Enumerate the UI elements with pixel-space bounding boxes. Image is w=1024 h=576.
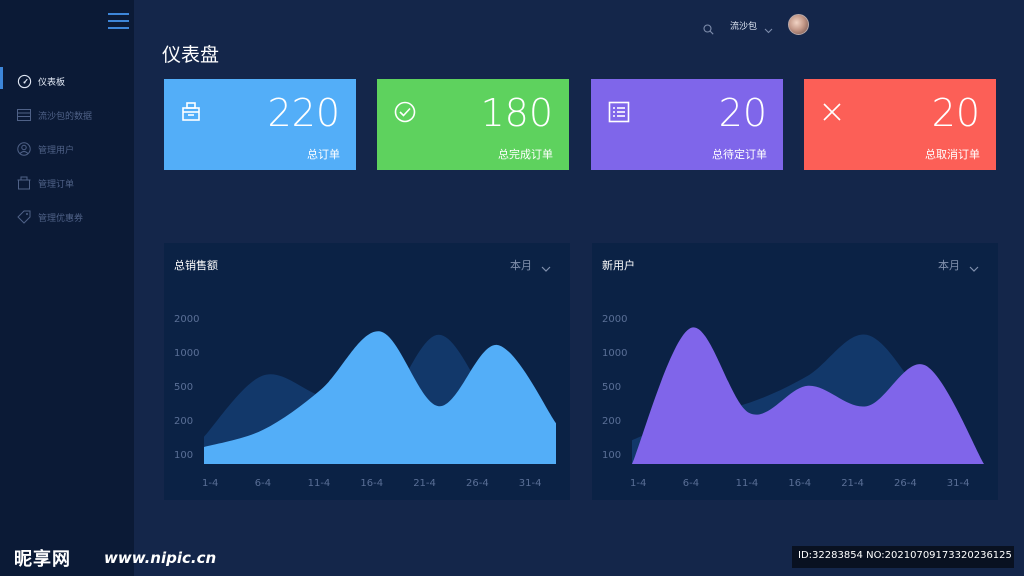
- sidebar-item-label: 仪表板: [38, 77, 66, 88]
- y-tick-label: 500: [602, 382, 621, 393]
- sidebar-nav: 仪表板 流沙包的数据 管理用户 管理订单 管理优惠券: [0, 64, 134, 234]
- stat-label: 总完成订单: [498, 148, 553, 161]
- avatar[interactable]: [788, 14, 809, 35]
- y-tick-label: 100: [602, 450, 621, 461]
- stat-label: 总取消订单: [925, 148, 980, 161]
- y-tick-label: 1000: [174, 348, 199, 359]
- user-icon: [16, 141, 32, 157]
- x-tick-label: 21-4: [413, 478, 436, 489]
- cart-box-icon: [180, 100, 204, 124]
- order-box-icon: [16, 175, 32, 191]
- x-tick-label: 31-4: [947, 478, 970, 489]
- sales-chart-panel: 100 200 500 1000 2000 1-4 6-4 11-4 16-4 21-4 26-4 3…: [164, 243, 570, 500]
- coupon-tag-icon: [16, 209, 32, 225]
- page-title: 仪表盘: [162, 44, 220, 66]
- area-series-0: [204, 331, 556, 464]
- watermark-id: ID:32283854 NO:20210709173320236125: [792, 546, 1014, 568]
- sidebar-item-orders[interactable]: 管理订单: [0, 166, 134, 200]
- stat-card-cancelled-orders: 20 总取消订单: [804, 79, 996, 170]
- stat-value: 220: [267, 91, 340, 135]
- y-tick-label: 200: [602, 416, 621, 427]
- stat-card-completed-orders: 180 总完成订单: [377, 79, 569, 170]
- x-tick-label: 1-4: [202, 478, 218, 489]
- data-grid-icon: [16, 107, 32, 123]
- sidebar-item-users[interactable]: 管理用户: [0, 132, 134, 166]
- sidebar-item-label: 管理用户: [38, 145, 75, 156]
- x-tick-label: 1-4: [630, 478, 646, 489]
- stat-label: 总订单: [307, 148, 340, 161]
- stat-card-pending-orders: 20 总待定订单: [591, 79, 783, 170]
- sidebar-item-dashboard[interactable]: 仪表板: [0, 64, 134, 98]
- sales-chart: 100 200 500 1000 2000 1-4 6-4 11-4 16-4 21-4 26-4 3…: [174, 314, 556, 489]
- search-icon[interactable]: [703, 20, 714, 35]
- panel-title: 总销售额: [174, 259, 218, 272]
- panel-title: 新用户: [602, 259, 635, 272]
- stat-card-total-orders: 220 总订单: [164, 79, 356, 170]
- sidebar-item-label: 管理优惠券: [38, 213, 84, 224]
- x-tick-label: 11-4: [308, 478, 331, 489]
- list-icon: [607, 100, 631, 124]
- stat-value: 20: [931, 91, 980, 135]
- x-tick-label: 6-4: [255, 478, 271, 489]
- stat-value: 20: [718, 91, 767, 135]
- y-tick-label: 2000: [602, 314, 627, 325]
- y-tick-label: 100: [174, 450, 193, 461]
- stat-value: 180: [480, 91, 553, 135]
- chevron-down-icon[interactable]: [540, 259, 552, 272]
- x-tick-label: 21-4: [841, 478, 864, 489]
- x-tick-label: 6-4: [683, 478, 699, 489]
- sidebar-item-data[interactable]: 流沙包的数据: [0, 98, 134, 132]
- sidebar-item-label: 流沙包的数据: [38, 111, 93, 122]
- chevron-down-icon[interactable]: [764, 20, 773, 34]
- new-users-chart: 100 200 500 1000 2000 1-4 6-4 11-4 16-4 21-4 26-4 3…: [602, 314, 984, 489]
- x-tick-label: 26-4: [894, 478, 917, 489]
- x-tick-label: 16-4: [360, 478, 383, 489]
- x-tick-label: 16-4: [788, 478, 811, 489]
- menu-toggle-icon[interactable]: [108, 13, 130, 29]
- area-series-0: [632, 327, 984, 464]
- sidebar-item-coupons[interactable]: 管理优惠券: [0, 200, 134, 234]
- chevron-down-icon[interactable]: [968, 259, 980, 272]
- close-icon: [820, 100, 844, 124]
- dashboard-gauge-icon: [16, 73, 32, 89]
- y-tick-label: 500: [174, 382, 193, 393]
- watermark-site: 昵享网: [14, 549, 71, 570]
- watermark-url: www.nipic.cn: [104, 549, 217, 567]
- check-circle-icon: [393, 100, 417, 124]
- y-tick-label: 1000: [602, 348, 627, 359]
- x-tick-label: 11-4: [736, 478, 759, 489]
- period-select[interactable]: 本月: [938, 259, 960, 272]
- sidebar: 仪表板 流沙包的数据 管理用户 管理订单 管理优惠券: [0, 0, 134, 576]
- x-tick-label: 26-4: [466, 478, 489, 489]
- y-tick-label: 2000: [174, 314, 199, 325]
- user-name[interactable]: 流沙包: [730, 22, 758, 32]
- new-users-chart-panel: 100 200 500 1000 2000 1-4 6-4 11-4 16-4 21-4 26-4 3…: [592, 243, 998, 500]
- sidebar-item-label: 管理订单: [38, 179, 75, 190]
- period-select[interactable]: 本月: [510, 259, 532, 272]
- x-tick-label: 31-4: [519, 478, 542, 489]
- stat-label: 总待定订单: [712, 148, 767, 161]
- y-tick-label: 200: [174, 416, 193, 427]
